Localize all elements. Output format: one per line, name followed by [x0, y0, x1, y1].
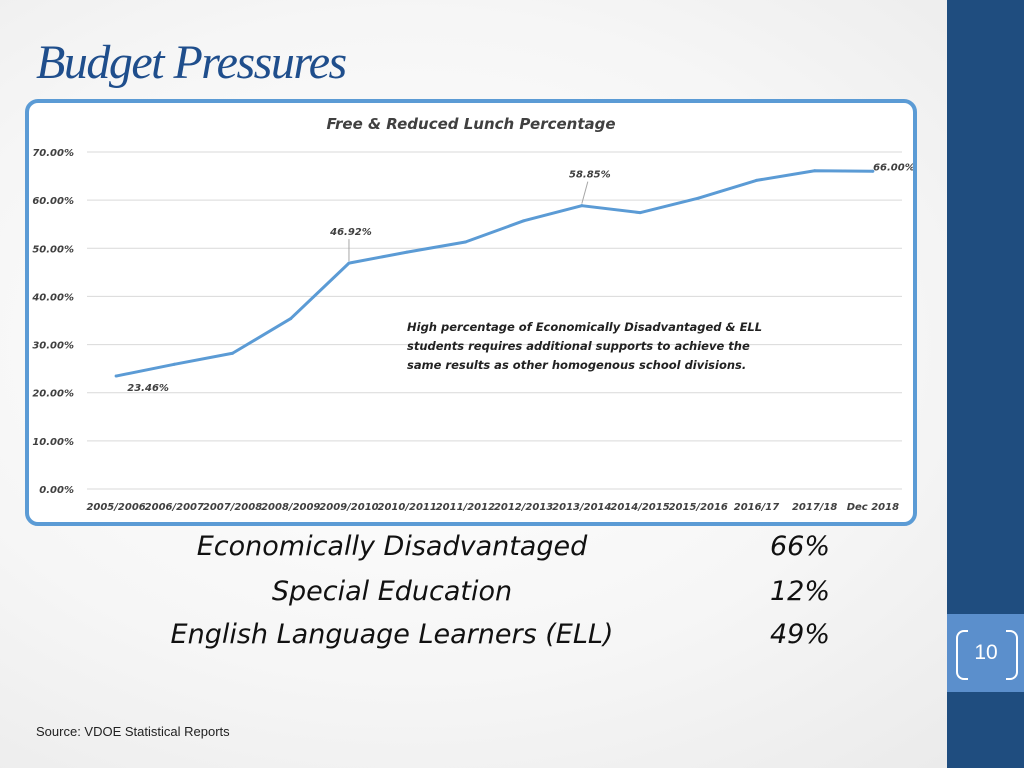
x-tick-label: 2011/2012: [436, 502, 495, 513]
x-tick-label: 2008/2009: [261, 502, 320, 513]
series-line: [115, 169, 873, 378]
data-label: 58.85%: [569, 170, 611, 181]
data-label-leader: [581, 181, 589, 204]
source-note: Source: VDOE Statistical Reports: [36, 724, 230, 739]
x-tick-label: 2013/2014: [552, 502, 611, 513]
x-tick-label: 2016/17: [734, 502, 779, 513]
data-point: [871, 169, 875, 173]
y-tick-label: 40.00%: [31, 292, 74, 303]
stat-label: Special Education: [271, 576, 513, 607]
data-point: [289, 317, 293, 321]
page-number: 10: [974, 641, 998, 664]
x-tick-label: 2009/2010: [319, 502, 378, 513]
data-point: [114, 374, 118, 378]
y-tick-label: 0.00%: [39, 485, 74, 496]
data-point: [638, 211, 642, 215]
data-point: [754, 178, 758, 182]
data-label: 46.92%: [329, 227, 372, 238]
data-point: [813, 169, 817, 173]
y-tick-label: 30.00%: [32, 341, 74, 352]
data-point: [696, 196, 700, 200]
chart-title: Free & Reduced Lunch Percentage: [326, 115, 615, 133]
y-tick-label: 10.00%: [32, 437, 74, 448]
stat-label: English Language Learners (ELL): [170, 619, 614, 650]
data-label: 66.00%: [873, 162, 913, 173]
stat-value: 12%: [770, 576, 831, 607]
stat-value: 49%: [770, 619, 831, 650]
data-label: 23.46%: [127, 383, 169, 394]
page-bracket-left: [956, 630, 968, 680]
x-tick-label: 2015/2016: [669, 502, 728, 513]
data-point: [231, 351, 235, 355]
y-tick-label: 20.00%: [32, 389, 74, 400]
y-tick-label: 70.00%: [32, 148, 74, 159]
data-point: [347, 261, 351, 265]
x-tick-label: 2017/18: [792, 502, 837, 513]
x-tick-label: 2014/2015: [610, 502, 669, 513]
y-tick-label: 60.00%: [32, 196, 74, 207]
chart: Free & Reduced Lunch Percentage 0.00% 10.0…: [31, 115, 913, 513]
slide-title: Budget Pressures: [36, 36, 347, 89]
x-tick-label: 2005/2006: [86, 502, 145, 513]
stat-value: 66%: [770, 531, 831, 562]
x-tick-label: 2010/2011: [378, 502, 437, 513]
page-bracket-right: [1006, 630, 1018, 680]
annotation-line: students requires additional supports to…: [407, 339, 750, 353]
annotation-line: same results as other homogenous school …: [407, 358, 746, 372]
data-point: [405, 250, 409, 254]
x-tick-label: 2012/2013: [494, 502, 553, 513]
x-tick-label: Dec 2018: [847, 502, 899, 513]
x-tick-label: 2006/2007: [145, 502, 204, 513]
y-tick-label: 50.00%: [32, 244, 74, 255]
chart-frame: Free & Reduced Lunch Percentage 0.00% 10.0…: [25, 99, 917, 526]
data-point: [172, 362, 176, 366]
annotation-line: High percentage of Economically Disadvan…: [407, 320, 762, 334]
data-point: [580, 204, 584, 208]
x-tick-label: 2007/2008: [203, 502, 262, 513]
data-point: [463, 240, 467, 244]
stat-label: Economically Disadvantaged: [196, 531, 588, 562]
data-point: [522, 219, 526, 223]
